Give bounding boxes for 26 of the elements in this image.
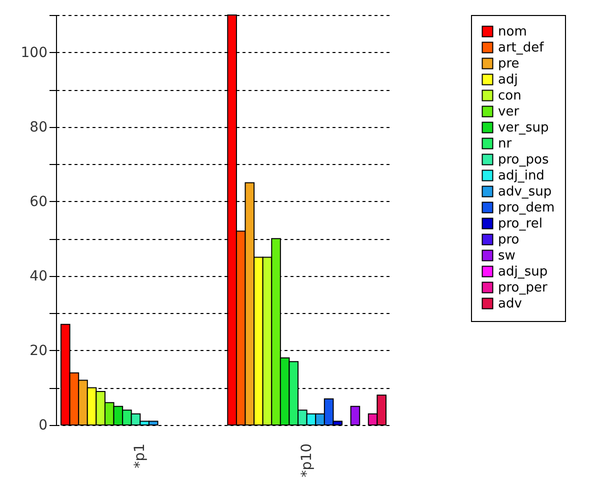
legend-label: adj_ind — [498, 168, 544, 184]
legend-label: pro_pos — [498, 152, 549, 168]
legend-label: pro_rel — [498, 216, 542, 232]
legend-label: adj_sup — [498, 264, 548, 280]
y-tick-label: 60 — [30, 194, 48, 210]
legend-label: ver — [498, 104, 520, 120]
x-tick-label: *p1 — [132, 444, 148, 468]
legend-label: pro — [498, 232, 520, 248]
legend-label: nr — [498, 136, 512, 152]
y-tick-label: 0 — [38, 418, 48, 434]
legend-label: ver_sup — [498, 120, 549, 136]
y-tick-label: 80 — [30, 119, 48, 136]
legend-label: pro_dem — [498, 200, 555, 216]
legend-label: nom — [498, 24, 527, 40]
legend-label: con — [498, 88, 522, 104]
legend-label: art_def — [498, 40, 544, 56]
legend-label: adj — [498, 72, 518, 88]
legend-label: sw — [498, 248, 516, 264]
y-tick-label: 100 — [20, 44, 48, 61]
legend-label: pre — [498, 56, 520, 72]
y-tick-label: 20 — [30, 342, 48, 359]
legend-label: pro_per — [498, 280, 548, 296]
y-tick-label: 40 — [30, 268, 48, 284]
legend-label: adv — [498, 296, 522, 312]
x-tick-label: *p10 — [298, 444, 315, 478]
legend-label: adv_sup — [498, 184, 552, 200]
